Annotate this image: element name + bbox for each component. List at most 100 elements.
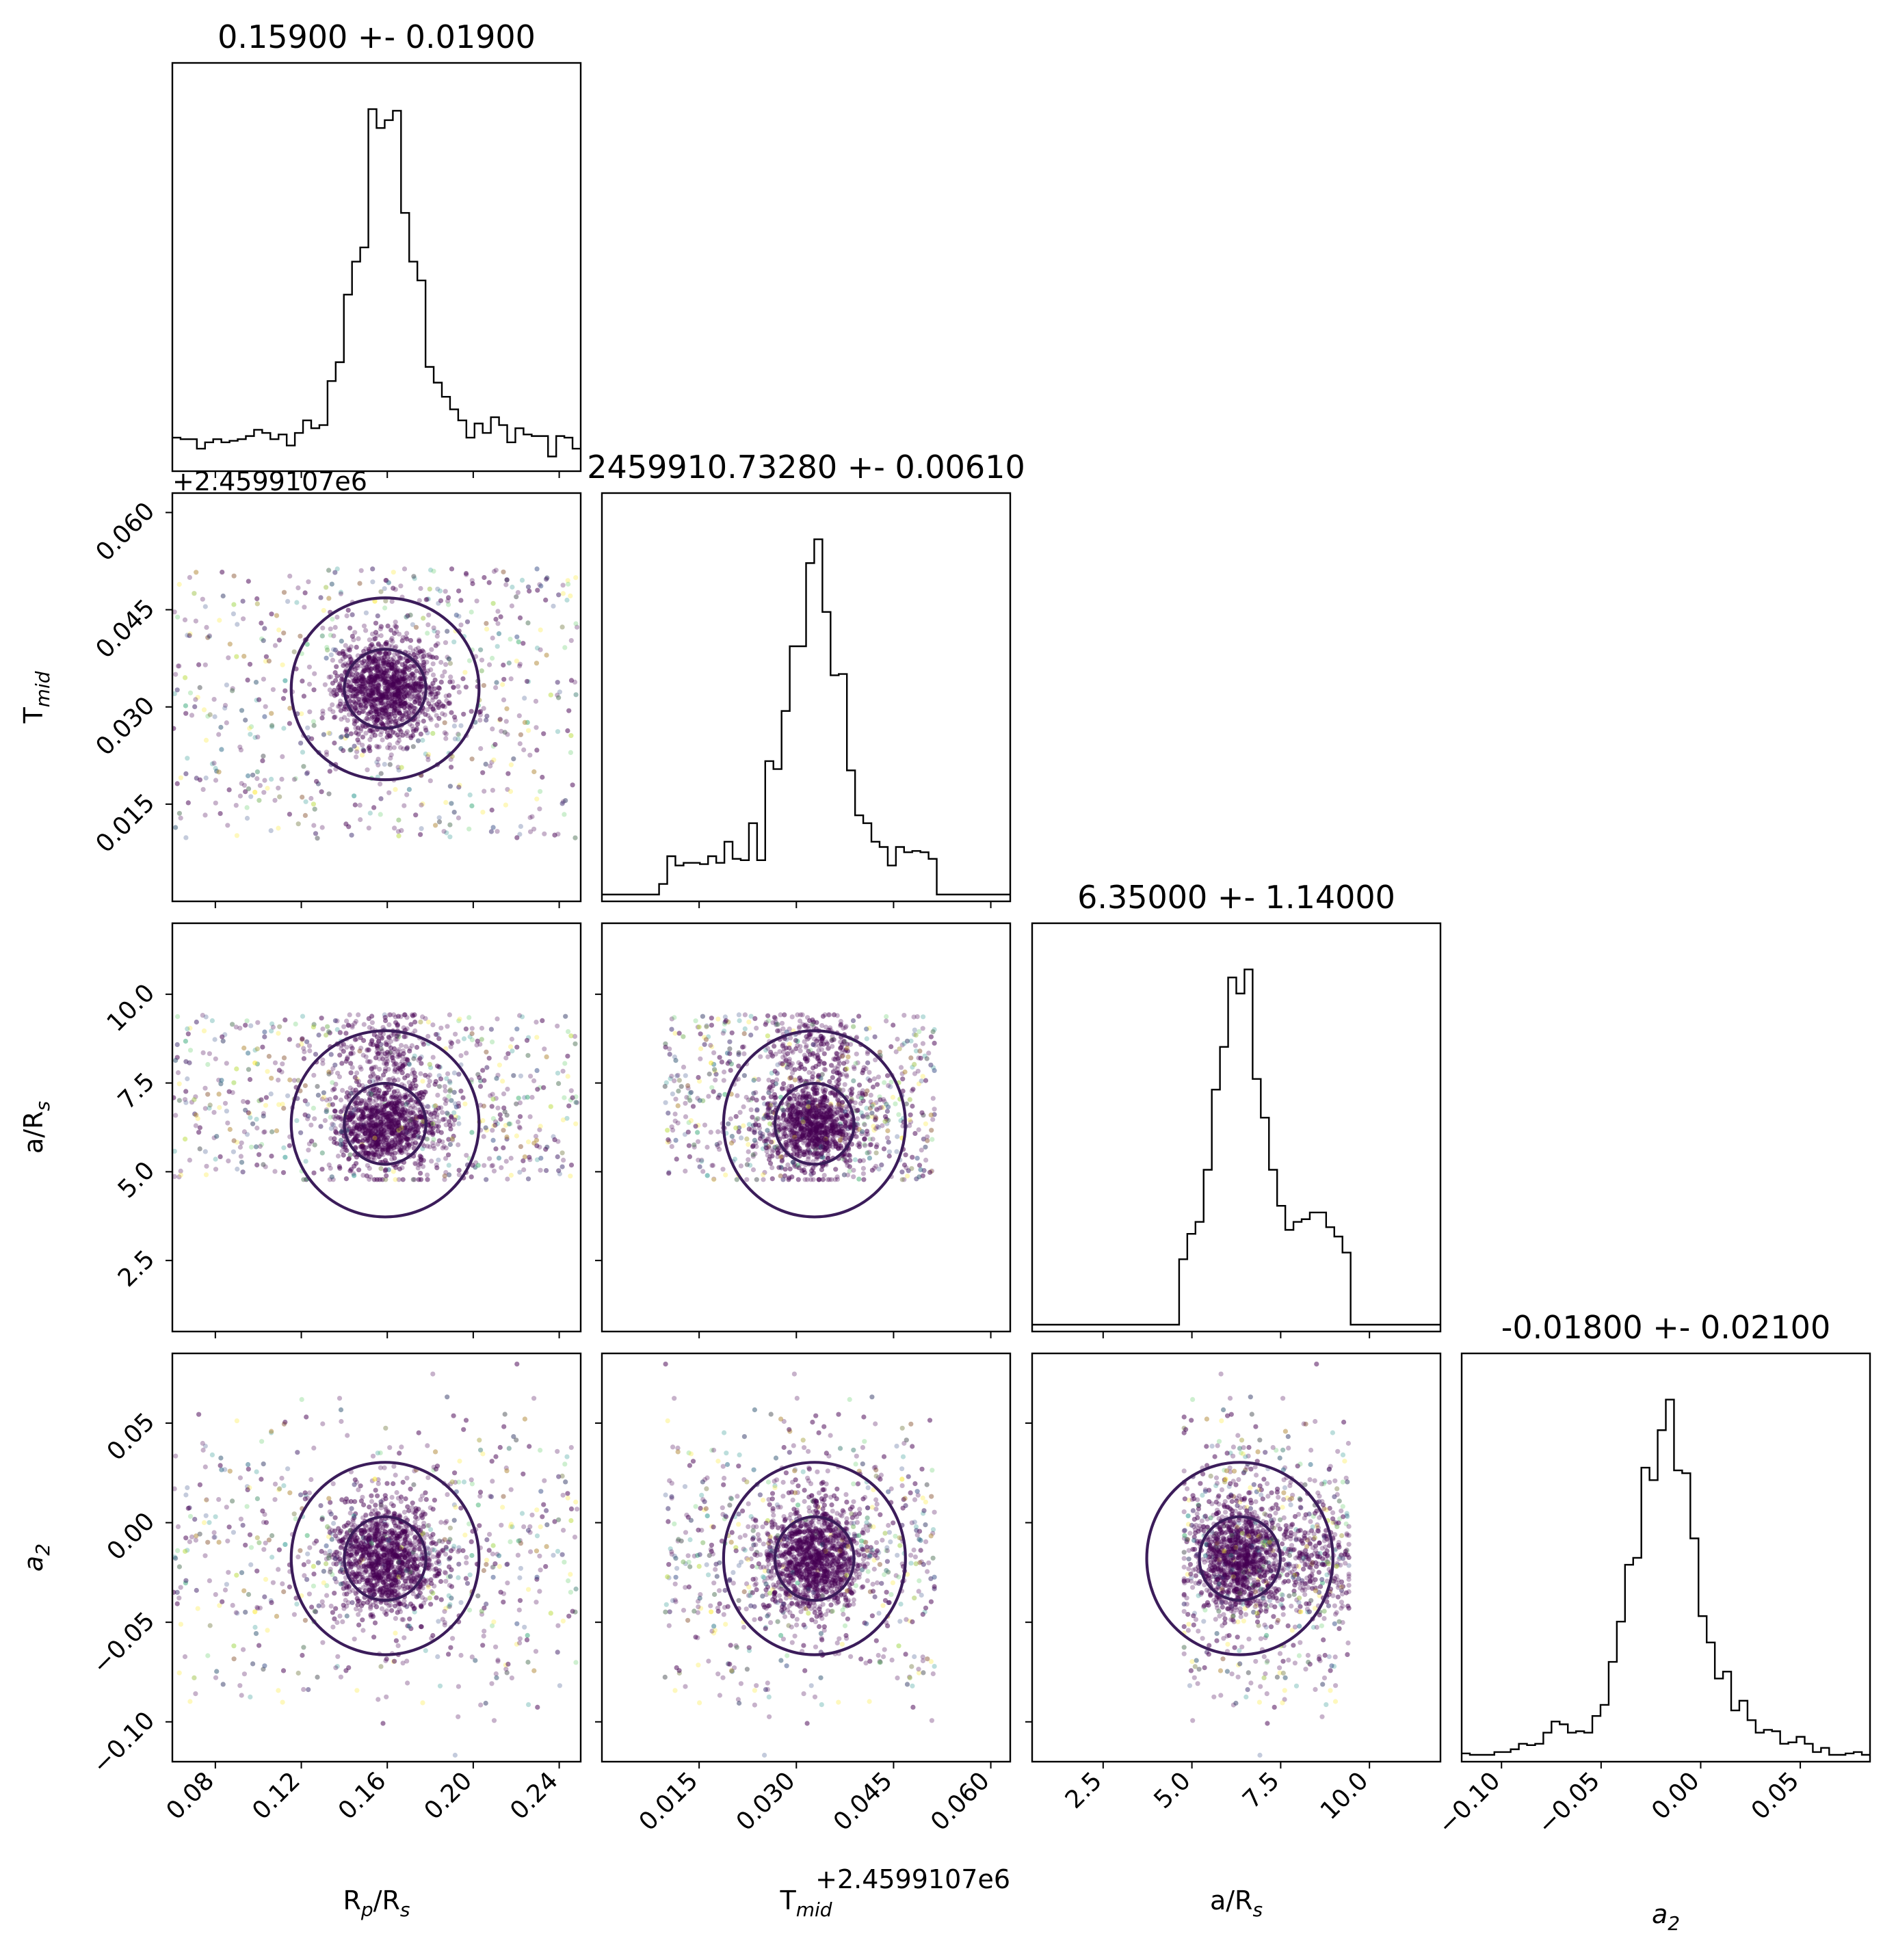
sample-point [301,1046,306,1051]
sample-point [378,1107,384,1113]
sample-point [382,670,389,676]
sample-point [514,835,520,840]
sample-point [211,697,217,702]
sample-point [213,800,218,806]
sample-point [269,711,274,716]
sample-point [379,1121,385,1126]
sample-point [393,786,398,792]
sample-point [386,711,392,717]
sample-point [311,723,317,728]
sample-point [393,684,399,689]
sample-point [500,682,505,687]
sample-point [372,1074,378,1079]
sample-point [391,679,396,685]
sample-point [458,622,464,628]
sample-point [460,676,466,682]
sample-point [383,598,389,604]
sample-point [367,676,372,681]
sample-point [391,717,397,722]
sample-point [401,694,407,700]
sample-point [371,658,376,664]
sample-point [390,639,395,644]
sample-point [353,1087,358,1093]
sample-point [404,1142,410,1148]
sample-point [563,798,568,804]
sample-point [456,689,462,695]
sample-point [572,679,578,685]
sample-point [328,674,334,680]
sample-point [350,1129,356,1135]
sample-point [405,704,410,709]
sample-point [304,1039,310,1044]
sample-point [386,662,392,667]
sample-point [412,1177,417,1182]
sample-point [360,724,366,729]
sample-point [370,688,376,693]
sample-point [406,786,412,792]
sample-point [396,696,401,701]
sample-point [384,687,391,692]
sample-point [219,747,224,752]
sample-point [437,1064,443,1070]
sample-point [412,688,418,693]
sample-point [346,824,352,830]
sample-point [347,683,353,689]
sample-point [447,679,453,685]
sample-point [421,1042,427,1047]
sample-point [395,659,400,664]
sample-point [374,743,380,749]
sample-point [416,682,421,687]
sample-point [352,793,357,799]
sample-point [389,683,395,689]
sample-point [412,687,418,693]
sample-point [354,678,360,684]
sample-point [348,1061,354,1066]
sample-point [359,674,365,679]
sample-point [381,655,386,661]
sample-point [276,1077,281,1083]
sample-point [361,623,367,628]
sample-point [407,684,412,689]
sample-point [365,665,370,670]
sample-point [378,693,384,699]
sample-point [425,1104,430,1109]
sample-point [429,685,434,690]
sample-point [371,1120,376,1125]
sample-point [551,603,556,609]
sample-point [372,709,378,715]
sample-point [443,693,449,699]
sample-point [382,650,389,656]
sample-point [324,655,329,661]
sample-point [543,597,549,603]
sample-point [369,665,375,671]
sample-point [368,691,374,697]
sample-point [176,581,182,587]
sample-point [306,1043,313,1048]
sample-point [383,679,389,685]
sample-point [373,686,380,692]
sample-point [398,687,404,693]
sample-point [405,683,410,689]
sample-point [214,769,220,774]
sample-point [183,771,189,776]
sample-point [460,676,466,682]
sample-point [395,677,401,683]
sample-point [448,756,453,763]
sample-point [358,702,363,708]
sample-point [413,624,419,630]
sample-point [399,1128,404,1133]
sample-point [397,1127,403,1133]
sample-point [367,1138,372,1143]
sample-point [367,692,372,698]
sample-point [373,706,378,712]
sample-point [343,654,348,659]
sample-point [529,1095,535,1100]
sample-point [387,742,393,747]
sample-point [395,678,401,683]
sample-point [174,687,180,693]
sample-point [233,803,239,808]
sample-point [437,588,443,594]
sample-point [397,716,403,721]
sample-point [376,641,381,647]
sample-point [183,1059,189,1064]
